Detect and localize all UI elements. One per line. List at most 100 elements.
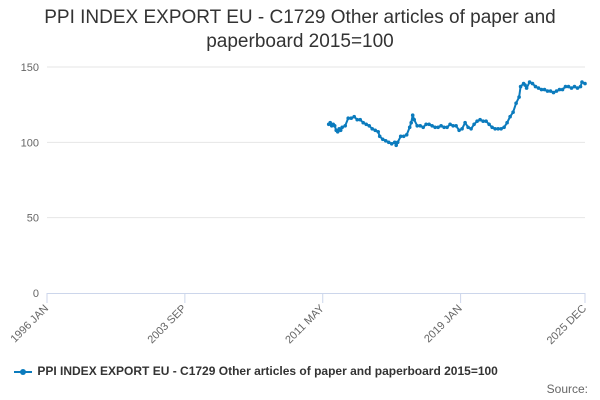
data-point-0-95 [583,81,587,86]
legend-line-marker-icon [14,367,32,377]
series-layer [326,80,587,148]
data-point-0-26 [389,142,394,146]
x-tick-label-1: 2003 SEP [145,303,189,347]
data-point-0-25 [386,140,391,145]
data-point-0-31 [401,134,406,139]
data-point-0-82 [545,89,550,93]
data-point-0-40 [424,122,428,127]
data-point-0-45 [439,124,443,128]
data-point-0-20 [373,128,378,133]
data-point-0-39 [421,125,426,130]
data-point-0-11 [346,116,351,120]
data-point-0-94 [580,80,584,84]
data-point-0-58 [478,117,482,122]
data-point-0-19 [370,127,375,131]
data-point-0-34 [409,120,414,125]
data-point-0-10 [343,124,348,128]
data-point-0-57 [475,119,479,123]
data-point-0-68 [508,114,512,119]
data-point-0-64 [496,127,500,131]
x-axis-ticks: 1996 JAN 2003 SEP 2011 MAY 2019 JAN 2025 DEC [8,293,589,347]
data-point-0-29 [395,140,400,145]
data-point-0-8 [338,128,343,133]
data-point-0-63 [493,127,497,131]
data-point-0-23 [380,137,385,142]
data-point-0-27 [392,140,397,145]
data-point-0-81 [542,87,547,92]
data-point-0-61 [487,122,491,127]
data-point-0-48 [448,122,452,127]
y-axis-ticks: 0 50 100 150 [21,62,39,300]
data-point-0-56 [472,122,476,127]
data-point-0-70 [514,101,518,105]
data-point-0-12 [349,116,354,120]
legend-label: PPI INDEX EXPORT EU - C1729 Other articl… [37,364,498,378]
data-point-0-76 [527,80,532,84]
data-point-0-41 [427,122,431,127]
data-point-0-62 [490,125,494,130]
data-point-0-30 [398,134,403,139]
data-point-0-9 [340,125,345,130]
data-point-0-89 [566,84,571,89]
data-point-0-4 [332,124,337,128]
data-point-0-66 [502,125,506,130]
chart-title-line-2: paperboard 2015=100 [206,31,394,52]
data-point-0-28 [394,143,399,148]
data-point-0-37 [415,124,420,128]
x-tick-label-0: 1996 JAN [8,303,51,346]
data-point-0-59 [481,119,485,123]
data-point-0-53 [463,120,467,125]
x-tick-label-2: 2011 MAY [283,302,327,346]
data-point-0-32 [404,133,409,137]
data-point-0-6 [335,130,340,134]
data-point-0-93 [578,84,583,89]
data-point-0-74 [523,83,527,87]
data-point-0-1 [328,120,333,125]
data-point-0-72 [518,84,523,89]
data-point-0-54 [466,125,470,130]
data-point-0-15 [358,117,363,122]
x-tick-label-3: 2019 JAN [422,303,465,346]
data-point-0-77 [530,81,535,86]
data-point-0-22 [377,134,382,139]
data-point-0-43 [433,125,437,130]
data-point-0-38 [418,124,423,128]
data-point-0-49 [451,124,455,128]
data-point-0-50 [454,124,458,128]
data-point-0-55 [469,127,473,131]
x-tick-label-4: 2025 DEC [545,303,589,347]
data-point-0-52 [460,127,464,131]
data-point-0-46 [442,125,446,130]
data-point-0-42 [430,124,434,128]
data-point-0-36 [412,117,417,122]
data-point-0-14 [355,117,360,122]
data-point-0-75 [524,86,529,90]
data-point-0-69 [511,110,515,114]
data-point-0-60 [484,119,488,123]
data-point-0-83 [548,89,553,93]
data-point-0-24 [383,139,388,143]
data-point-0-51 [457,128,461,133]
data-point-0-90 [569,86,574,90]
data-point-0-35 [410,113,415,117]
data-point-0-47 [445,125,449,130]
data-point-0-85 [554,89,559,93]
data-point-0-86 [557,87,562,92]
data-point-0-84 [551,90,556,95]
data-point-0-79 [536,86,541,90]
data-point-0-78 [533,84,538,89]
data-point-0-71 [517,95,521,99]
y-tick-label-150: 150 [21,62,39,74]
data-point-0-87 [560,87,565,92]
gridlines [47,66,585,219]
y-tick-label-50: 50 [27,213,39,225]
data-point-0-18 [367,124,372,128]
data-point-0-80 [539,87,544,92]
data-point-0-16 [361,120,366,125]
data-point-0-17 [364,122,369,127]
legend[interactable]: PPI INDEX EXPORT EU - C1729 Other articl… [14,364,498,378]
y-tick-label-100: 100 [21,137,39,149]
data-point-0-92 [575,86,580,90]
data-point-0-88 [563,84,568,89]
